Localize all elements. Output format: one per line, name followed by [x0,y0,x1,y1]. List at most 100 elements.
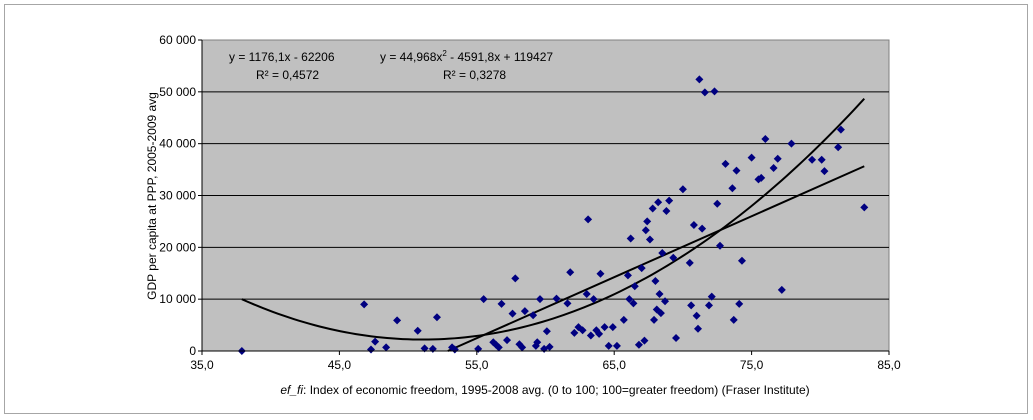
data-point [678,185,687,194]
data-point [596,269,605,278]
data-point [817,155,826,164]
data-point [640,336,649,345]
data-point [836,125,845,134]
data-point [582,289,591,298]
data-point [612,341,621,350]
y-axis: 0 10 000 20 000 30 000 40 000 50 000 60 000 [159,33,203,358]
data-point [578,326,587,335]
data-point [735,299,744,308]
trendlines [241,98,866,352]
data-point [479,295,488,304]
data-point [503,336,512,345]
x-tick-label: 65,0 [603,358,627,372]
data-point [545,342,554,351]
x-tick-label: 35,0 [190,358,214,372]
polynomial-trendline [241,98,866,341]
data-point [700,88,709,97]
data-point [721,159,730,168]
data-point [393,316,402,325]
y-tick-label: 10 000 [159,292,196,306]
data-point [619,315,628,324]
data-point [626,234,635,243]
data-point [710,87,719,96]
data-point [420,344,429,353]
x-tick-label: 75,0 [740,358,764,372]
data-point [860,203,869,212]
data-point [713,199,722,208]
data-point [808,155,817,164]
data-point [773,154,782,163]
data-point [630,282,639,291]
data-point [645,235,654,244]
data-point [608,323,617,332]
y-tick-label: 60 000 [159,33,196,47]
data-point [654,198,663,207]
data-point [494,343,503,352]
data-point [520,307,529,316]
data-point [715,241,724,250]
data-point [757,173,766,182]
y-tick-label: 30 000 [159,189,196,203]
data-point [777,285,786,294]
data-point [787,139,796,148]
data-point [570,328,579,337]
data-point [533,338,542,347]
data-point [672,334,681,343]
data-point [563,299,572,308]
data-point [692,311,701,320]
linear-equation: y = 1176,1x - 62206 [229,50,335,64]
polynomial-equation: y = 44,968x2 - 4591,8x + 119427 [380,49,553,64]
data-point [707,292,716,301]
data-point [600,323,609,332]
y-tick-label: 20 000 [159,240,196,254]
data-point [834,143,843,152]
x-tick-label: 45,0 [328,358,352,372]
x-axis: 35,0 45,0 55,0 65,0 75,0 85,0 [190,350,901,372]
data-point [729,315,738,324]
y-axis-label: GDP per capita at PPP, 2005-2009 avg [145,92,159,300]
y-tick-label: 50 000 [159,85,196,99]
data-point [536,295,545,304]
data-point [586,331,595,340]
data-point [705,301,714,310]
data-point [761,135,770,144]
data-point [695,75,704,84]
linear-r-squared: R² = 0,4572 [256,68,319,82]
data-points [237,75,869,355]
data-point [648,204,657,213]
data-point [658,249,667,258]
data-point [689,221,698,230]
data-point [518,343,527,352]
data-point [529,311,538,320]
gridlines [202,91,889,300]
data-point [698,224,707,233]
linear-trendline [447,165,865,352]
data-point [634,340,643,349]
data-point [595,329,604,338]
data-point [566,268,575,277]
data-point [732,166,741,175]
scatter-chart: 0 10 000 20 000 30 000 40 000 50 000 60 000 35… [145,33,901,397]
data-point [769,164,778,173]
data-point [432,313,441,322]
data-point [820,167,829,176]
data-point [661,297,670,306]
data-point [747,153,756,162]
data-point [584,215,593,224]
data-point [497,299,506,308]
data-point [623,271,632,280]
data-point [382,343,391,352]
data-point [656,309,665,318]
data-point [542,327,551,336]
y-tick-label: 40 000 [159,137,196,151]
data-point [637,264,646,273]
polynomial-r-squared: R² = 0,3278 [443,68,506,82]
chart-frame: 0 10 000 20 000 30 000 40 000 50 000 60 000 35… [4,4,1028,414]
data-point [641,226,650,235]
data-point [665,196,674,205]
data-point [728,184,737,193]
data-point [552,294,561,303]
x-tick-label: 55,0 [465,358,489,372]
y-tick-label: 0 [189,344,196,358]
data-point [669,253,678,262]
